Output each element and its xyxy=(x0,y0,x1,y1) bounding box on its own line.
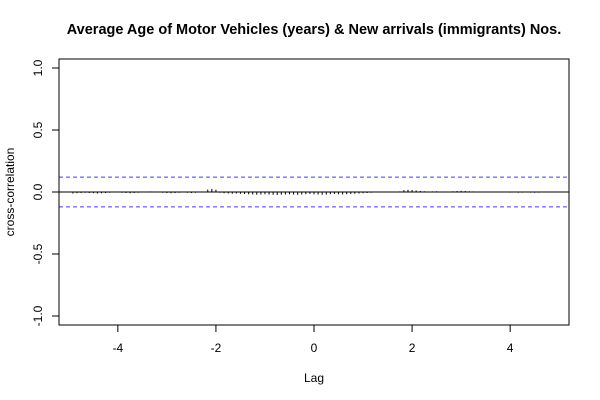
x-tick-label: 4 xyxy=(507,341,514,355)
y-axis: -1.0 -0.5 0.0 0.5 1.0 xyxy=(31,59,60,326)
x-tick-label: -2 xyxy=(211,341,222,355)
confidence-limits xyxy=(59,176,569,208)
y-tick-label: 1.0 xyxy=(31,59,45,76)
x-axis-label: Lag xyxy=(304,371,324,385)
correlation-bars xyxy=(72,188,556,195)
y-tick-label: 0.0 xyxy=(31,183,45,200)
x-tick-label: 2 xyxy=(409,341,416,355)
x-tick-label: 0 xyxy=(311,341,318,355)
y-tick-label: 0.5 xyxy=(31,121,45,138)
x-axis: -4 -2 0 2 4 xyxy=(113,324,514,355)
y-tick-label: -0.5 xyxy=(31,243,45,264)
y-axis-label: cross-correlation xyxy=(3,148,17,237)
x-tick-label: -4 xyxy=(113,341,124,355)
y-tick-label: -1.0 xyxy=(31,305,45,326)
chart-title: Average Age of Motor Vehicles (years) & … xyxy=(67,22,562,38)
